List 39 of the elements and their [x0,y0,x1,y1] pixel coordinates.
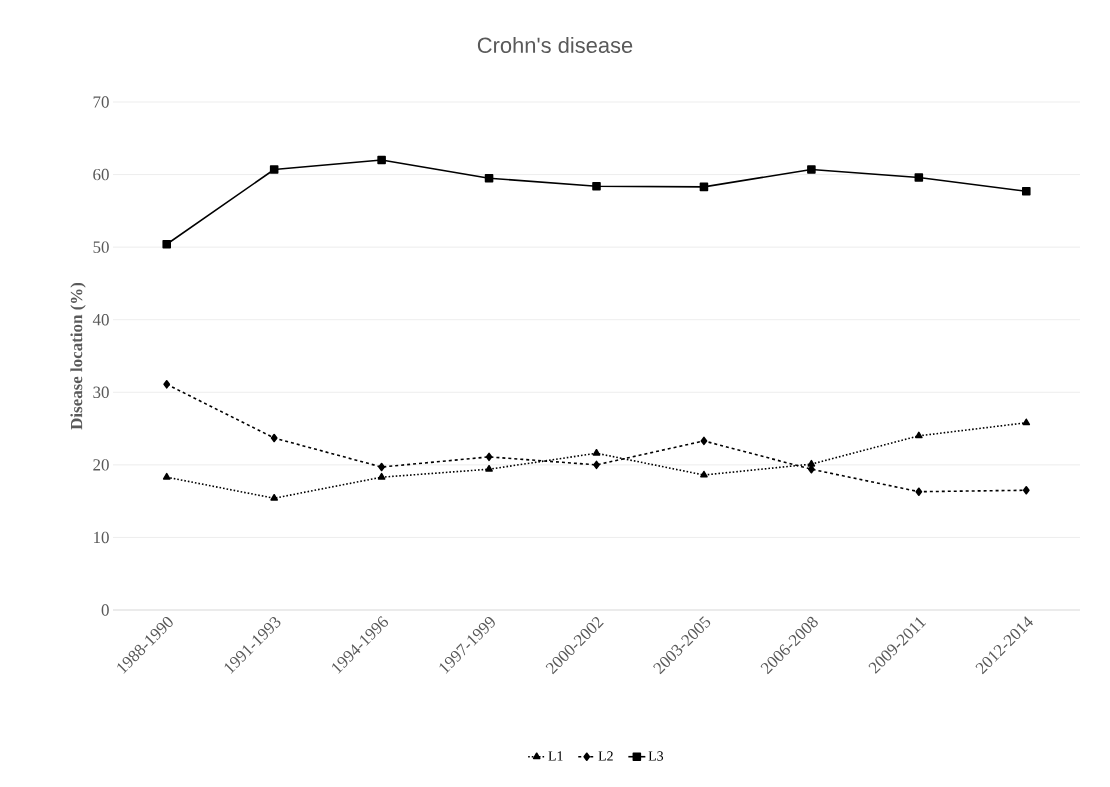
point [915,487,923,496]
point [485,464,493,472]
point [807,165,816,174]
point [377,472,386,480]
point [378,462,386,472]
point [162,472,171,480]
point [485,452,493,462]
point [807,459,816,467]
y-axis-title: Disease location (%) [70,282,86,430]
point [699,182,709,192]
point [592,181,601,191]
legend-label: L1 [548,751,563,761]
point [484,173,494,183]
y-tick-label: 70 [93,96,109,108]
legend-label: L2 [598,751,613,761]
y-tick-label: 30 [93,386,109,399]
y-tick-label: 20 [93,459,109,471]
y-tick-label: 10 [94,531,109,544]
chart-title: Crohn's disease [477,36,633,54]
point [592,448,601,456]
point [915,431,923,439]
y-tick-label: 60 [93,168,109,181]
point [270,493,278,501]
point [163,380,171,389]
point [1022,418,1031,426]
point [700,470,708,478]
point [593,460,600,470]
y-tick-label: 40 [92,314,109,326]
point [914,173,924,182]
point [1022,485,1030,495]
point [269,165,279,174]
point [270,433,278,443]
legend-label: L3 [648,751,664,761]
point [1021,186,1031,196]
y-tick-label: 0 [101,604,109,616]
point [377,155,386,165]
point [162,239,172,249]
y-tick-label: 50 [93,241,109,253]
point [700,436,708,446]
